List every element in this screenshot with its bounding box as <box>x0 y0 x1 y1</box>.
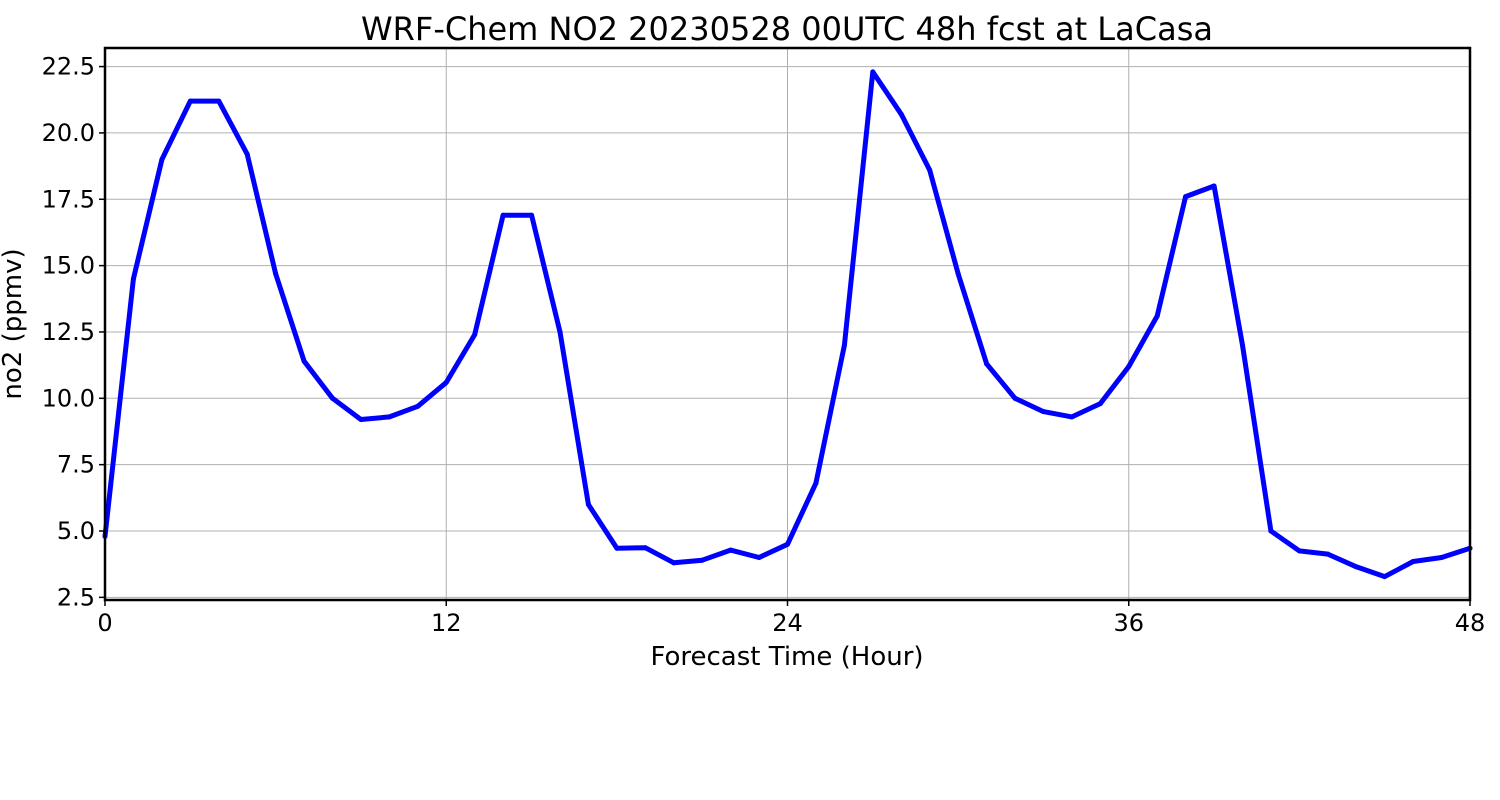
data-point <box>699 557 705 563</box>
data-point <box>642 545 648 551</box>
data-point <box>216 98 222 104</box>
data-point <box>159 156 165 162</box>
y-tick-label: 17.5 <box>42 185 95 213</box>
data-point <box>671 560 677 566</box>
y-axis-label: no2 (ppmv) <box>0 248 28 399</box>
data-point <box>244 151 250 157</box>
y-tick-label: 20.0 <box>42 119 95 147</box>
grid-lines <box>104 48 1471 600</box>
axis-ticks: 0 12 24 36 48 2.5 5.0 7.5 10.0 12.5 15.0 17.5 20.0 22… <box>42 53 1486 637</box>
y-tick-label: 2.5 <box>57 583 95 611</box>
data-point <box>1268 528 1274 534</box>
y-tick-label: 15.0 <box>42 252 95 280</box>
y-tick-label: 22.5 <box>42 53 95 81</box>
plot-frame <box>103 46 1472 602</box>
data-point <box>1439 555 1445 561</box>
data-point <box>330 395 335 401</box>
data-point <box>1325 551 1331 557</box>
data-point <box>1240 342 1245 348</box>
data-point <box>1069 414 1075 420</box>
data-point <box>557 329 563 335</box>
data-point <box>813 480 819 486</box>
data-point <box>1296 548 1302 554</box>
y-tick-label: 7.5 <box>57 451 95 479</box>
data-point <box>756 555 762 561</box>
data-point <box>386 414 392 420</box>
data-point <box>984 361 990 367</box>
data-point <box>1211 183 1217 189</box>
data-point <box>1154 313 1160 319</box>
data-point <box>130 276 136 282</box>
x-tick-label: 12 <box>431 609 462 637</box>
data-point <box>415 403 421 409</box>
data-point <box>728 547 734 553</box>
data-point <box>358 417 364 423</box>
data-point <box>301 358 307 364</box>
data-point <box>841 342 847 348</box>
data-point <box>1183 194 1189 200</box>
data-point <box>927 167 933 173</box>
data-point <box>1040 409 1046 415</box>
data-point <box>585 501 591 507</box>
x-axis-label: Forecast Time (Hour) <box>650 642 923 672</box>
y-tick-label: 12.5 <box>42 318 95 346</box>
x-tick-label: 0 <box>97 609 112 637</box>
series-layer <box>102 69 1473 580</box>
data-point <box>1126 363 1132 369</box>
y-tick-label: 5.0 <box>57 517 95 545</box>
data-point <box>1097 401 1103 407</box>
data-point <box>472 332 478 338</box>
data-point <box>1382 574 1388 580</box>
data-point <box>898 111 904 117</box>
data-point <box>1012 395 1018 401</box>
data-point <box>273 271 279 277</box>
data-point <box>500 212 506 218</box>
data-point <box>443 379 449 385</box>
data-point <box>955 271 961 277</box>
x-tick-label: 36 <box>1113 609 1144 637</box>
x-tick-label: 48 <box>1455 609 1486 637</box>
x-tick-label: 24 <box>772 609 803 637</box>
data-point <box>614 545 620 551</box>
data-point <box>529 212 535 218</box>
chart-title: WRF-Chem NO2 20230528 00UTC 48h fcst at … <box>361 10 1213 48</box>
data-point <box>870 69 876 75</box>
data-point <box>1410 559 1416 565</box>
y-tick-label: 10.0 <box>42 384 95 412</box>
data-point <box>187 98 193 104</box>
data-point <box>785 541 790 547</box>
data-point <box>1353 564 1359 570</box>
